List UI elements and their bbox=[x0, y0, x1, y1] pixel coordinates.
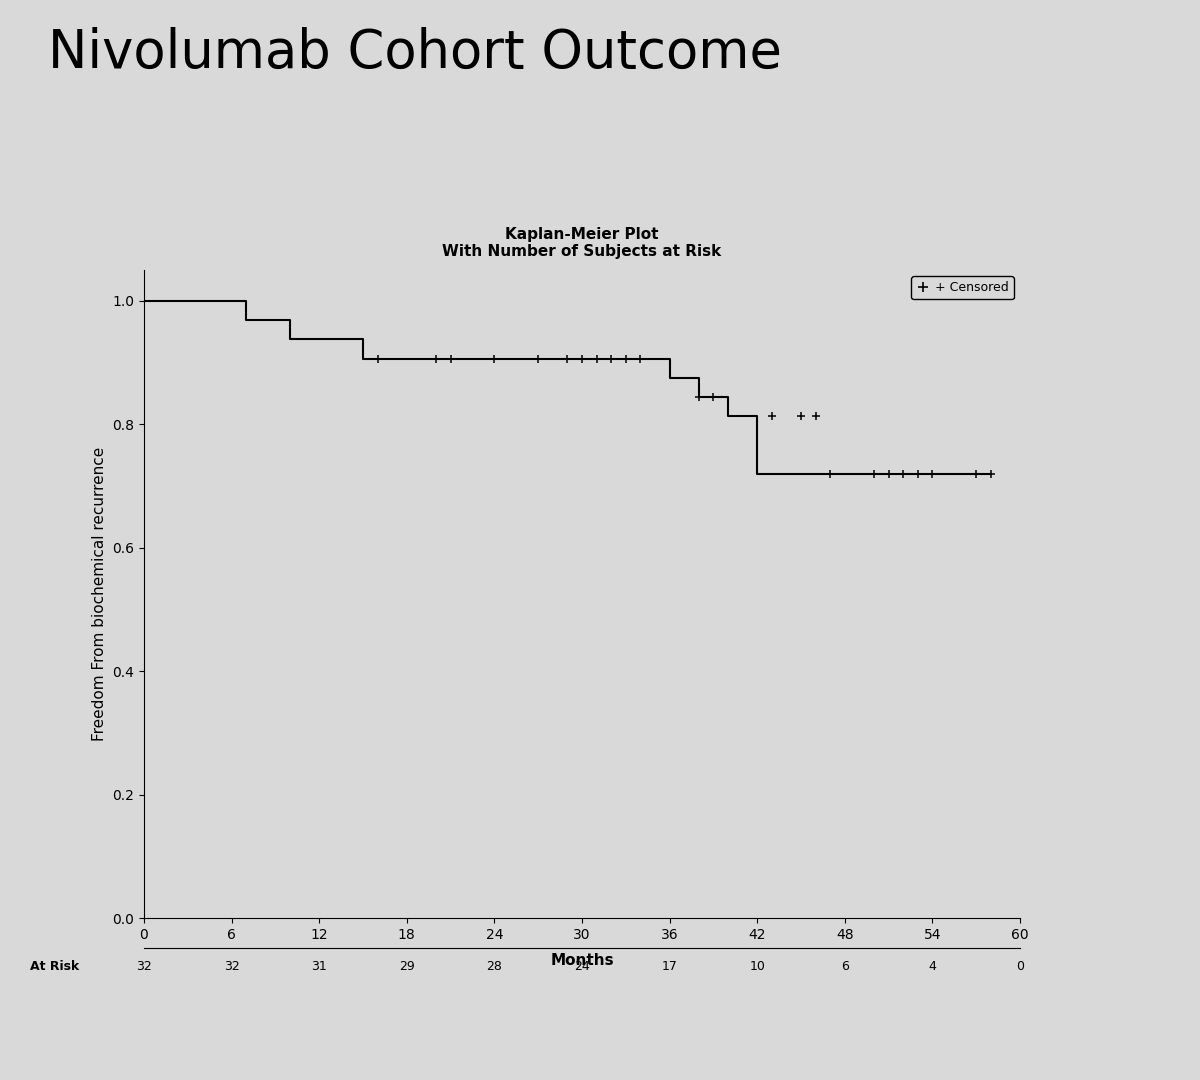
Point bbox=[967, 465, 986, 483]
Point bbox=[631, 350, 650, 367]
Text: At Risk: At Risk bbox=[30, 960, 79, 973]
Point bbox=[894, 465, 913, 483]
Legend: + Censored: + Censored bbox=[911, 276, 1014, 299]
Text: 17: 17 bbox=[661, 960, 678, 973]
Point bbox=[923, 465, 942, 483]
Point bbox=[908, 465, 928, 483]
Text: 28: 28 bbox=[486, 960, 503, 973]
Point bbox=[982, 465, 1001, 483]
Text: 0: 0 bbox=[1016, 960, 1024, 973]
Point bbox=[821, 465, 840, 483]
Point bbox=[806, 407, 826, 424]
Y-axis label: Freedom From biochemical recurrence: Freedom From biochemical recurrence bbox=[91, 447, 107, 741]
Point bbox=[558, 350, 577, 367]
Text: 29: 29 bbox=[398, 960, 415, 973]
Point bbox=[689, 389, 708, 406]
Text: 6: 6 bbox=[841, 960, 848, 973]
Point bbox=[587, 350, 606, 367]
Text: 24: 24 bbox=[574, 960, 590, 973]
Point bbox=[572, 350, 592, 367]
Point bbox=[529, 350, 548, 367]
Point bbox=[426, 350, 445, 367]
Text: 32: 32 bbox=[223, 960, 240, 973]
Point bbox=[368, 350, 388, 367]
Point bbox=[878, 465, 898, 483]
Point bbox=[792, 407, 811, 424]
Point bbox=[703, 389, 722, 406]
Text: 10: 10 bbox=[749, 960, 766, 973]
X-axis label: Months: Months bbox=[550, 953, 614, 968]
Point bbox=[601, 350, 620, 367]
Text: 31: 31 bbox=[311, 960, 328, 973]
Text: 32: 32 bbox=[136, 960, 152, 973]
Title: Kaplan-Meier Plot
With Number of Subjects at Risk: Kaplan-Meier Plot With Number of Subject… bbox=[443, 227, 721, 259]
Point bbox=[617, 350, 636, 367]
Text: Nivolumab Cohort Outcome: Nivolumab Cohort Outcome bbox=[48, 27, 782, 79]
Point bbox=[442, 350, 461, 367]
Point bbox=[485, 350, 504, 367]
Point bbox=[864, 465, 883, 483]
Point bbox=[762, 407, 781, 424]
Text: 4: 4 bbox=[929, 960, 936, 973]
